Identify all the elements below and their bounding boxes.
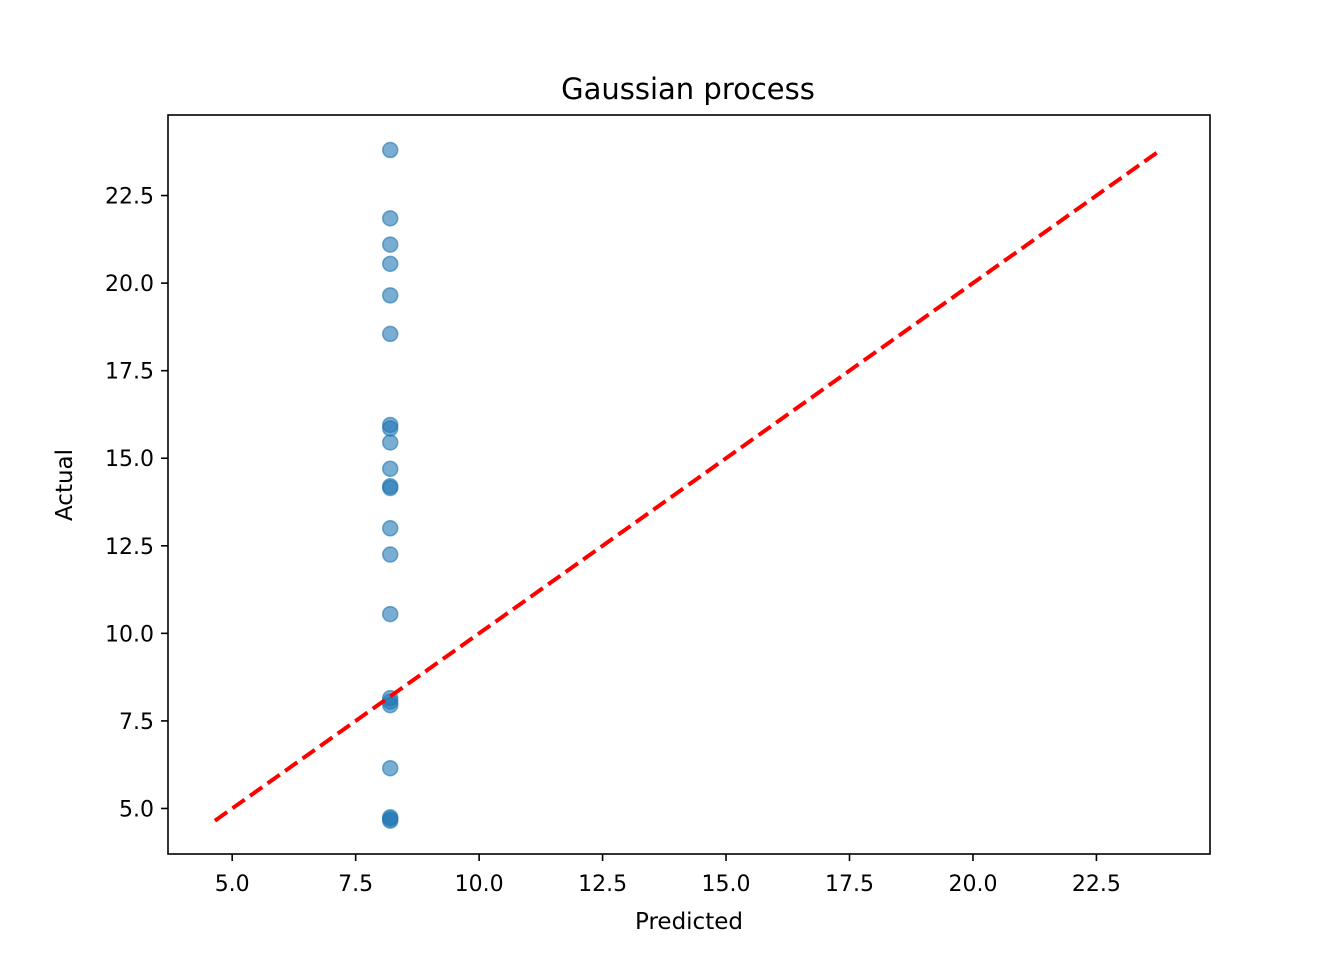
x-tick-label: 7.5 [338,872,373,897]
plot-frame [167,114,1211,855]
y-tick-label: 15.0 [105,447,154,472]
x-tick-label: 15.0 [702,872,751,897]
data-point [381,141,399,159]
y-tick-label: 17.5 [105,360,154,385]
x-tick-label: 5.0 [215,872,250,897]
y-tick-label: 22.5 [105,185,154,210]
y-tick-label: 5.0 [119,797,154,822]
y-axis-label: Actual [52,449,78,521]
data-point [381,210,399,227]
x-tick-label: 10.0 [455,872,504,897]
data-point [381,696,399,714]
data-point [381,759,399,777]
x-tick-label: 12.5 [578,872,627,897]
chart-title: Gaussian process [561,72,815,106]
y-axis-ticks: 5.0 7.5 10.0 12.5 15.0 17.5 20.0 22.5 [105,185,168,822]
data-point [381,287,399,304]
x-axis-ticks: 5.0 7.5 10.0 12.5 15.0 17.5 20.0 22.5 [215,854,1121,897]
data-point [381,325,399,343]
data-point [381,546,399,563]
reference-line-layer [213,148,1162,823]
y-tick-label: 12.5 [105,535,154,560]
data-point [381,255,399,273]
y-tick-label: 20.0 [105,272,154,297]
reference-line [213,148,1162,823]
data-point [381,605,399,623]
data-point [381,479,399,497]
data-point [381,420,399,437]
x-tick-label: 22.5 [1072,872,1121,897]
y-tick-label: 10.0 [105,622,154,647]
x-axis-label: Predicted [635,909,743,935]
data-point [381,812,399,829]
x-tick-label: 20.0 [948,872,997,897]
data-point [381,434,399,451]
data-points [381,141,399,829]
data-point [381,236,399,253]
y-tick-label: 7.5 [119,710,154,735]
x-tick-label: 17.5 [825,872,874,897]
data-point [381,520,399,537]
data-point [381,460,399,477]
